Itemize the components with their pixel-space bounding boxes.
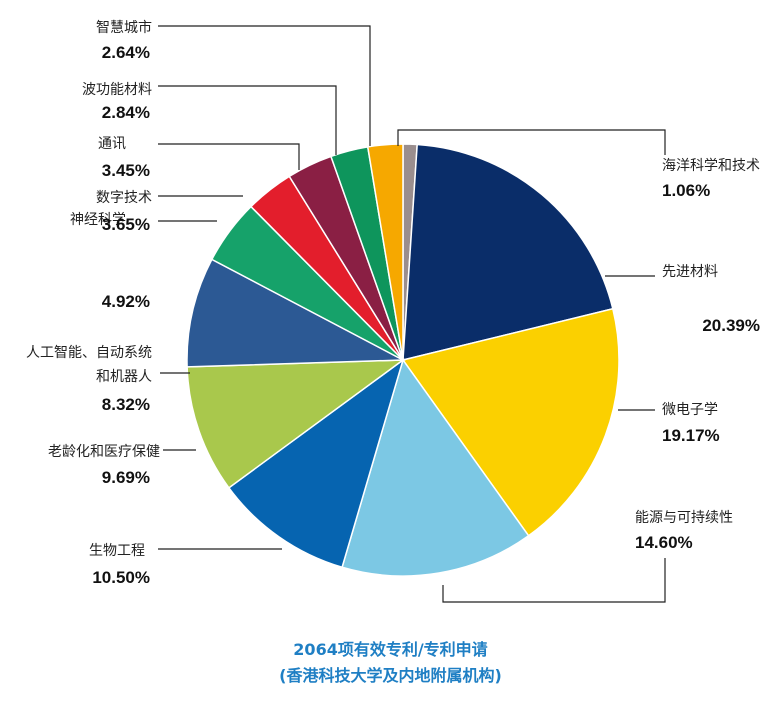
slice-value-label: 20.39%: [702, 316, 760, 335]
slice-label: 数字技术: [96, 190, 152, 206]
leader-line: [442, 558, 666, 603]
slice-value-label: 14.60%: [635, 533, 693, 552]
slice-label: 通讯: [98, 136, 126, 152]
chart-title: 2064项有效专利/专利申请: [293, 640, 488, 659]
pie-slice: [341, 358, 530, 577]
slice-value-label: 2.64%: [102, 43, 150, 62]
slice-label: 波功能材料: [82, 82, 152, 98]
leader-line: [158, 25, 371, 146]
slice-value-label: 3.45%: [102, 161, 150, 180]
slice-label: 老龄化和医疗保健: [48, 444, 160, 460]
slice-label: 生物工程: [89, 543, 145, 559]
pie-slice: [186, 258, 406, 368]
slice-value-label: 9.69%: [102, 468, 150, 487]
slice-value-label: 8.32%: [102, 395, 150, 414]
slice-labels: 海洋科学和技术 1.06% 先进材料 20.39% 微电子学 19.17% 能源与可持续性 1…: [26, 19, 760, 587]
pie-slice: [366, 143, 404, 361]
slice-value-label: 4.92%: [102, 292, 150, 311]
pie-slice: [401, 307, 620, 537]
chart-subtitle: (香港科技大学及内地附属机构): [279, 666, 502, 685]
pie-slice: [402, 143, 614, 361]
slice-value-label: 3.65%: [102, 215, 150, 234]
slice-label: 智慧城市: [96, 19, 152, 36]
leader-lines: [158, 25, 666, 603]
pie-slice: [227, 358, 405, 569]
slice-label: 神经科学: [70, 212, 126, 228]
slice-label: 海洋科学和技术: [662, 158, 760, 174]
slice-value-label: 19.17%: [662, 426, 720, 445]
slice-value-label: 10.50%: [92, 568, 150, 587]
leader-line: [397, 129, 666, 155]
leader-line: [158, 143, 300, 170]
slice-value-label: 1.06%: [662, 181, 710, 200]
slice-value-label: 2.84%: [102, 103, 150, 122]
pie-slices: [186, 143, 620, 577]
slice-label: 人工智能、自动系统和机器人: [26, 345, 152, 385]
slice-label: 先进材料: [662, 264, 718, 280]
slice-label: 能源与可持续性: [635, 509, 733, 526]
slice-label: 微电子学: [662, 402, 718, 418]
leader-line: [158, 85, 337, 155]
